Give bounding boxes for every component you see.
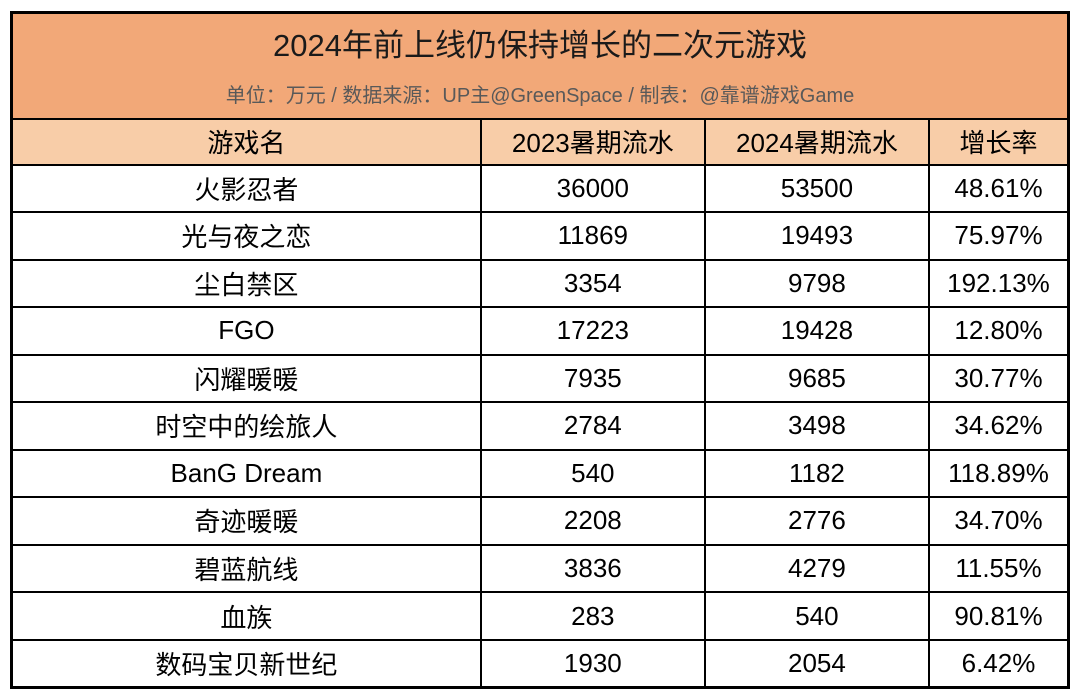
column-header-growth: 增长率	[927, 117, 1070, 166]
table-row: 奇迹暖暖 2208 2776 34.70%	[10, 496, 1070, 546]
page-title: 2024年前上线仍保持增长的二次元游戏	[273, 28, 807, 64]
column-header-game: 游戏名	[10, 117, 482, 166]
growth-rate-cell: 12.80%	[927, 306, 1070, 356]
growth-rate-cell: 48.61%	[927, 163, 1070, 214]
table-row: 时空中的绘旅人 2784 3498 34.62%	[10, 401, 1070, 451]
game-name-cell: 奇迹暖暖	[10, 496, 482, 546]
revenue-2024-cell: 19428	[703, 306, 930, 356]
revenue-2023-cell: 3354	[479, 258, 706, 309]
revenue-2023-cell: 283	[479, 591, 706, 641]
table-row: 碧蓝航线 3836 4279 11.55%	[10, 543, 1070, 594]
growth-rate-cell: 90.81%	[927, 591, 1070, 641]
revenue-2024-cell: 2054	[703, 638, 930, 689]
revenue-2024-cell: 1182	[703, 448, 930, 499]
game-name-cell: 闪耀暖暖	[10, 353, 482, 404]
table-row: 尘白禁区 3354 9798 192.13%	[10, 258, 1070, 309]
growth-rate-cell: 34.70%	[927, 496, 1070, 546]
revenue-2023-cell: 540	[479, 448, 706, 499]
game-name-cell: 碧蓝航线	[10, 543, 482, 594]
page-subtitle: 单位：万元 / 数据来源：UP主@GreenSpace / 制表：@靠谱游戏Ga…	[225, 85, 855, 108]
table-row: 闪耀暖暖 7935 9685 30.77%	[10, 353, 1070, 404]
game-name-cell: 时空中的绘旅人	[10, 401, 482, 451]
table-row: 火影忍者 36000 53500 48.61%	[10, 163, 1070, 214]
table-row: 光与夜之恋 11869 19493 75.97%	[10, 211, 1070, 261]
title-band: 2024年前上线仍保持增长的二次元游戏 单位：万元 / 数据来源：UP主@Gre…	[10, 11, 1070, 120]
column-header-row: 游戏名 2023暑期流水 2024暑期流水 增长率	[10, 117, 1070, 166]
game-name-cell: 尘白禁区	[10, 258, 482, 309]
revenue-2023-cell: 17223	[479, 306, 706, 356]
game-name-cell: 火影忍者	[10, 163, 482, 214]
title-row: 2024年前上线仍保持增长的二次元游戏 单位：万元 / 数据来源：UP主@Gre…	[10, 11, 1070, 120]
game-name-cell: 光与夜之恋	[10, 211, 482, 261]
growth-rate-cell: 34.62%	[927, 401, 1070, 451]
revenue-2024-cell: 9685	[703, 353, 930, 404]
game-name-cell: FGO	[10, 306, 482, 356]
growth-rate-cell: 118.89%	[927, 448, 1070, 499]
growth-rate-cell: 6.42%	[927, 638, 1070, 689]
table-row: 数码宝贝新世纪 1930 2054 6.42%	[10, 638, 1070, 689]
game-name-cell: 数码宝贝新世纪	[10, 638, 482, 689]
table-body: 火影忍者 36000 53500 48.61% 光与夜之恋 11869 1949…	[10, 163, 1070, 689]
revenue-2024-cell: 53500	[703, 163, 930, 214]
revenue-2023-cell: 11869	[479, 211, 706, 261]
revenue-2024-cell: 3498	[703, 401, 930, 451]
revenue-2023-cell: 2784	[479, 401, 706, 451]
growth-rate-cell: 75.97%	[927, 211, 1070, 261]
revenue-2024-cell: 540	[703, 591, 930, 641]
revenue-2023-cell: 7935	[479, 353, 706, 404]
column-header-2023: 2023暑期流水	[479, 117, 706, 166]
table-row: BanG Dream 540 1182 118.89%	[10, 448, 1070, 499]
growth-rate-cell: 192.13%	[927, 258, 1070, 309]
revenue-2024-cell: 19493	[703, 211, 930, 261]
game-name-cell: BanG Dream	[10, 448, 482, 499]
revenue-2024-cell: 9798	[703, 258, 930, 309]
revenue-2023-cell: 3836	[479, 543, 706, 594]
revenue-2024-cell: 4279	[703, 543, 930, 594]
revenue-2023-cell: 2208	[479, 496, 706, 546]
growth-rate-cell: 11.55%	[927, 543, 1070, 594]
growth-rate-cell: 30.77%	[927, 353, 1070, 404]
growth-table: 2024年前上线仍保持增长的二次元游戏 单位：万元 / 数据来源：UP主@Gre…	[10, 11, 1070, 689]
column-header-2024: 2024暑期流水	[703, 117, 930, 166]
game-name-cell: 血族	[10, 591, 482, 641]
table-row: FGO 17223 19428 12.80%	[10, 306, 1070, 356]
revenue-2023-cell: 36000	[479, 163, 706, 214]
revenue-2024-cell: 2776	[703, 496, 930, 546]
table-row: 血族 283 540 90.81%	[10, 591, 1070, 641]
revenue-2023-cell: 1930	[479, 638, 706, 689]
